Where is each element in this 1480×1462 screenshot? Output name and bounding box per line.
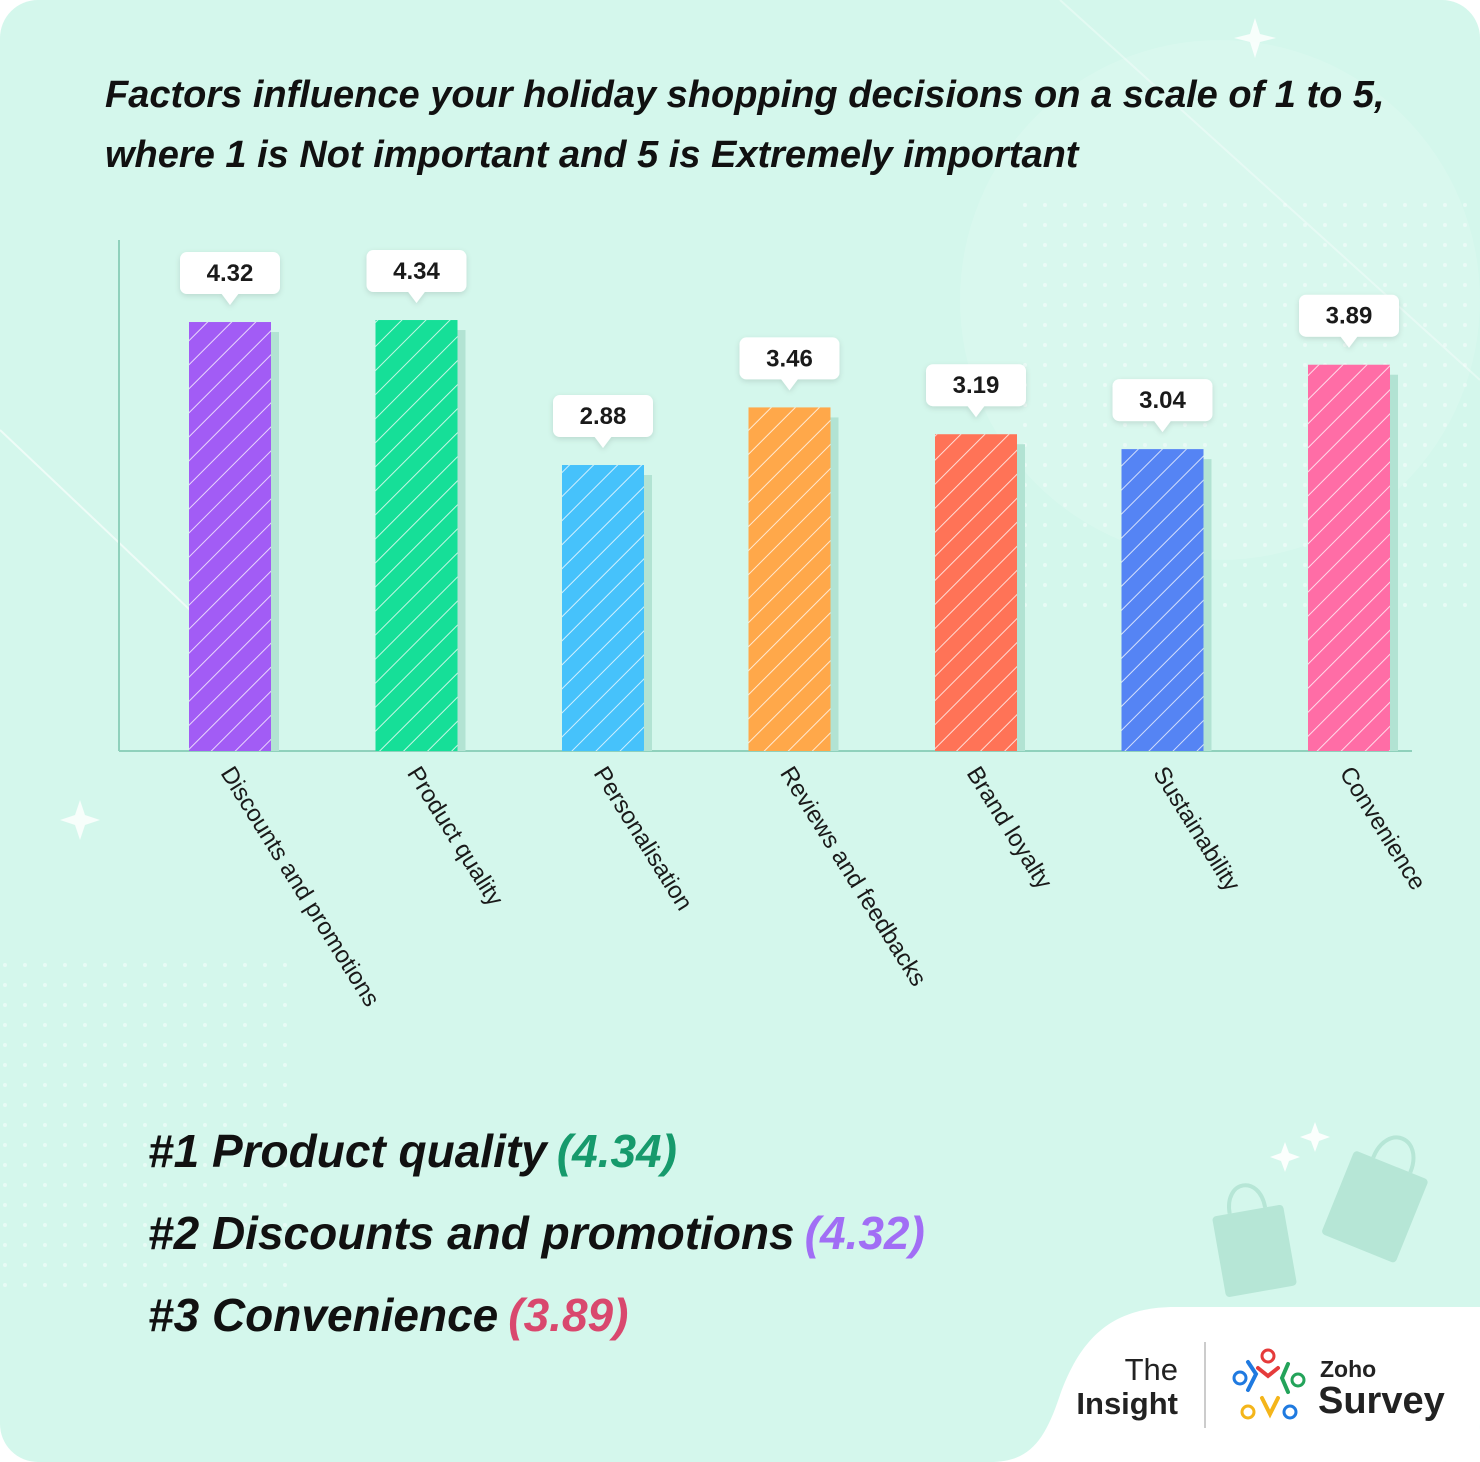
ranking-3-value: (3.89): [508, 1289, 629, 1341]
zoho-survey-logo-icon: [1232, 1348, 1306, 1420]
value-bubble: [1299, 294, 1399, 348]
bar-hatch: [189, 322, 271, 751]
shopping-bag-icon: [1212, 1183, 1297, 1297]
ranking-2: #2 Discounts and promotions (4.32): [148, 1206, 925, 1260]
ranking-2-value: (4.32): [804, 1207, 925, 1259]
value-label: 4.34: [393, 258, 440, 285]
brand-zoho-text: Zoho: [1320, 1356, 1377, 1382]
dot-texture-left: [0, 960, 300, 1300]
sparkle-icon: [60, 800, 100, 840]
sparkle-icon: [1234, 18, 1276, 58]
value-label: 2.88: [580, 403, 627, 430]
ranking-3-rank: #3: [148, 1289, 200, 1341]
value-bubble: [553, 395, 653, 449]
value-label: 3.04: [1139, 387, 1186, 414]
ranking-3-label: Convenience: [211, 1289, 499, 1341]
sparkle-icon: [1270, 1142, 1300, 1172]
bar-hatch: [935, 434, 1017, 751]
bar-hatch: [1121, 449, 1204, 751]
brand-insight-text: Insight: [1076, 1386, 1178, 1421]
bar-hatch: [748, 407, 831, 751]
ranking-2-label: Discounts and promotions: [211, 1207, 795, 1259]
decor-diagonal: [0, 429, 191, 611]
decor-circle: [960, 40, 1480, 560]
bar-hatch: [562, 465, 644, 751]
value-label: 3.19: [953, 372, 1000, 399]
chart-title-line-1: Factors influence your holiday shopping …: [105, 74, 1385, 116]
value-bubble: [739, 337, 840, 391]
sparkle-icon: [1300, 1122, 1330, 1152]
chart-title-line-2: where 1 is Not important and 5 is Extrem…: [105, 134, 1080, 176]
value-bubble: [1112, 379, 1213, 433]
bar-hatch: [375, 320, 458, 751]
ranking-1-value: (4.34): [556, 1125, 677, 1177]
value-label: 3.89: [1326, 303, 1373, 330]
value-bubble: [366, 250, 467, 304]
brand-the-text: The: [1124, 1352, 1178, 1387]
footer-panel: [990, 1307, 1480, 1462]
ranking-3: #3 Convenience (3.89): [148, 1288, 628, 1342]
ranking-1-rank: #1: [148, 1125, 200, 1177]
shopping-bag-icon: [1322, 1135, 1428, 1263]
value-label: 3.46: [766, 345, 813, 372]
dot-texture-right: [1010, 190, 1480, 610]
ranking-1: #1 Product quality (4.34): [148, 1124, 677, 1178]
ranking-1-label: Product quality: [211, 1125, 547, 1177]
brand-survey-text: Survey: [1318, 1380, 1445, 1422]
ranking-2-rank: #2: [148, 1207, 200, 1259]
value-bubble: [926, 364, 1026, 418]
value-bubble: [180, 252, 280, 306]
value-label: 4.32: [207, 260, 254, 287]
bar-hatch: [1308, 364, 1390, 751]
decor-diagonal-right: [1059, 0, 1480, 381]
